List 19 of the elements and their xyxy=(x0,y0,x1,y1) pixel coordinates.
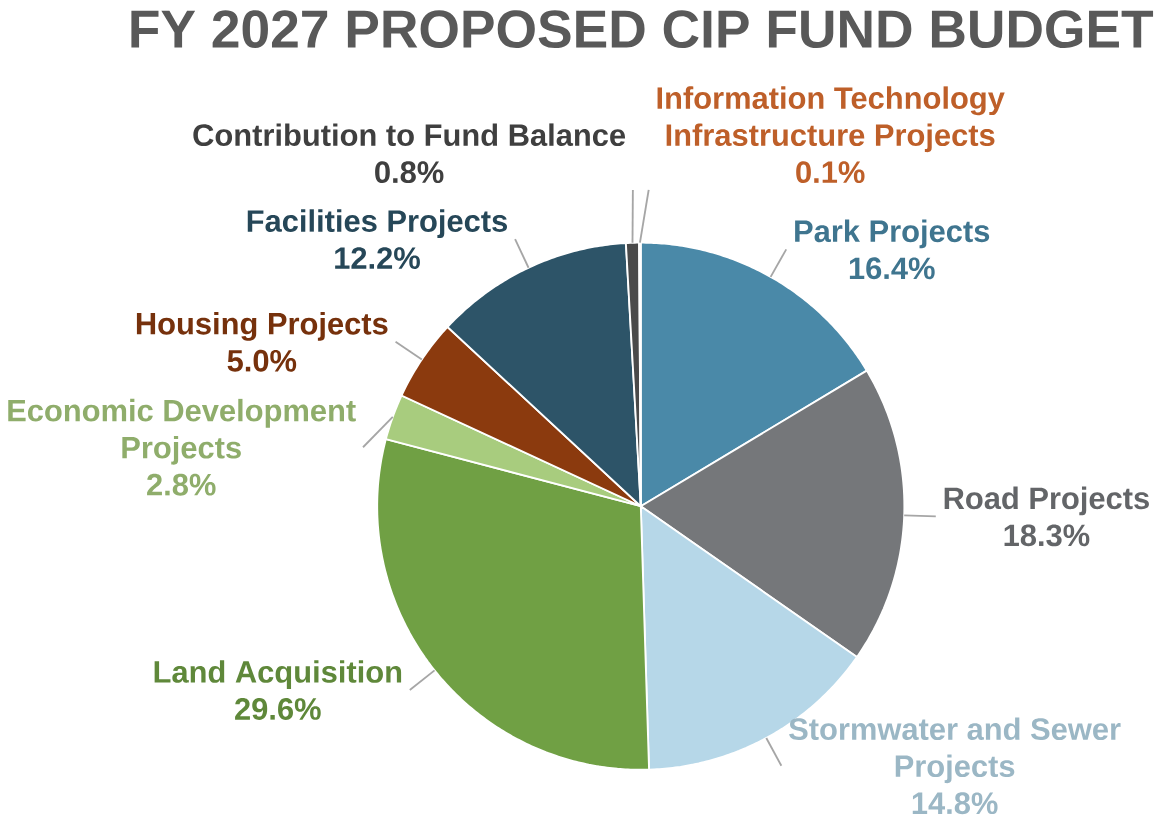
data-label: 0.8% xyxy=(375,161,444,183)
data-label: 14.8% xyxy=(912,792,998,814)
data-label: 12.2% xyxy=(335,246,420,269)
slice-label: Facilities Projects xyxy=(247,209,508,238)
slice-label: Land Acquisition xyxy=(154,660,402,689)
slice-label: Information Technology Infrastructure Projects xyxy=(657,86,1005,152)
data-label: 0.1% xyxy=(796,161,865,183)
data-label: 16.4% xyxy=(849,257,935,280)
data-label: 5.0% xyxy=(227,349,297,372)
slice-label: Stormwater and Sewer Projects xyxy=(789,717,1121,784)
slice-label: Road Projects xyxy=(944,486,1149,516)
slice-label: Economic Development Projects xyxy=(8,398,356,465)
chart-title: FY 2027 PROPOSED CIP FUND BUDGET xyxy=(131,10,1154,48)
slice-label: Park Projects xyxy=(795,219,990,249)
data-label: 29.6% xyxy=(235,697,321,720)
data-label: 18.3% xyxy=(1004,524,1090,547)
slice-label: Contribution to Fund Balance xyxy=(193,123,626,146)
slice-label: Housing Projects xyxy=(136,311,388,341)
data-label: 2.8% xyxy=(147,473,216,496)
